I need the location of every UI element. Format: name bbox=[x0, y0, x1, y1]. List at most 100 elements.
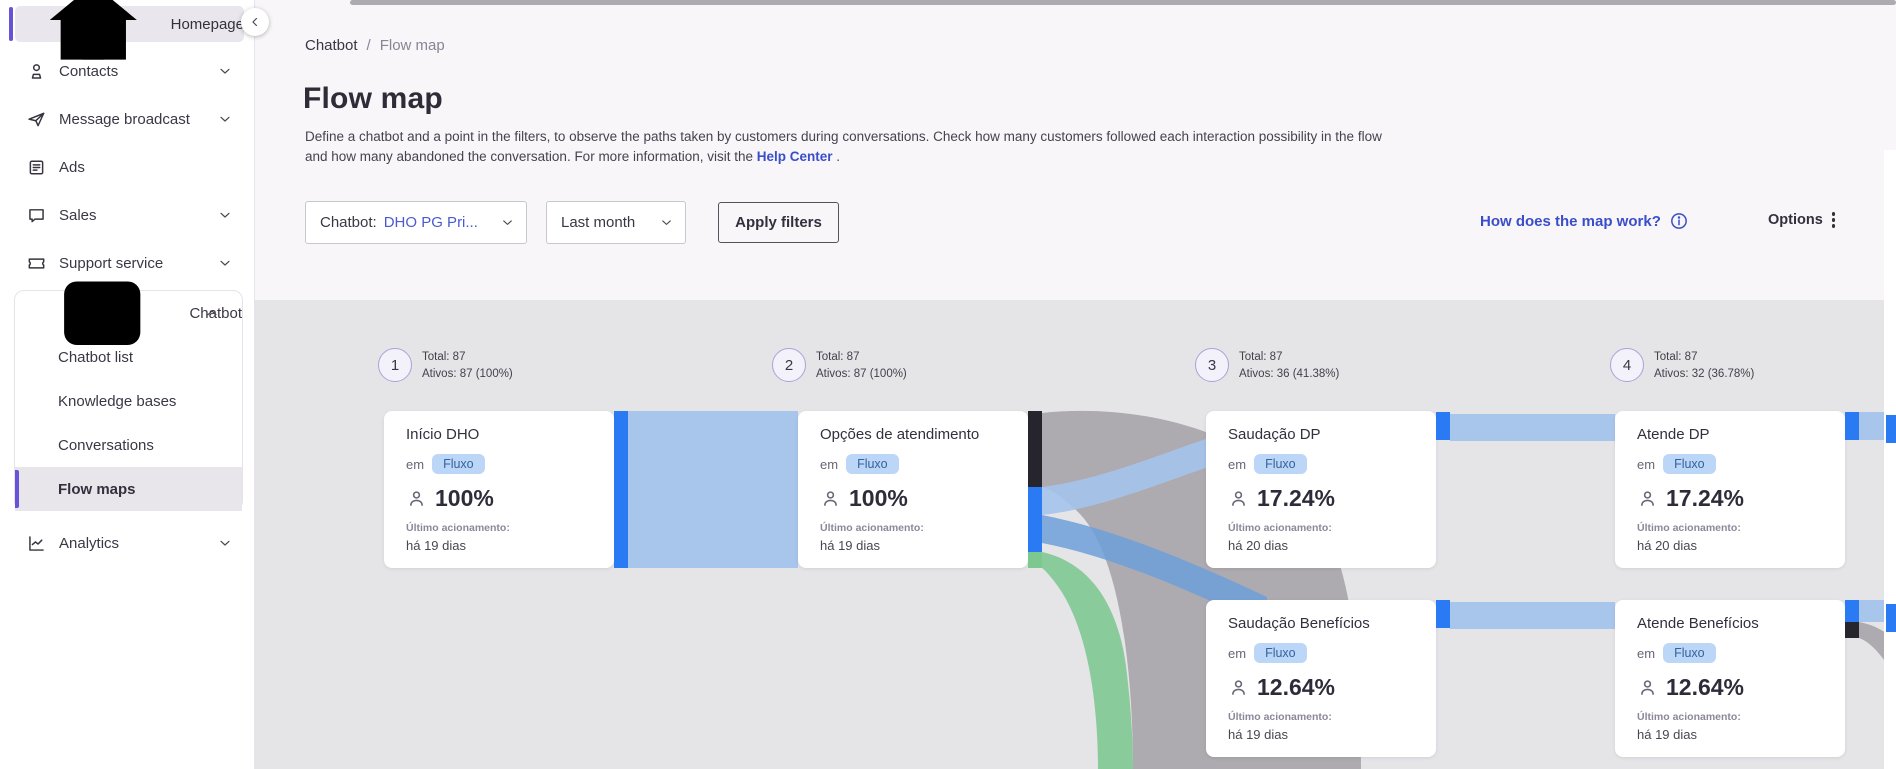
sidebar-item-sales[interactable]: Sales bbox=[0, 191, 255, 239]
node-percent: 17.24% bbox=[1666, 485, 1745, 511]
node-em-label: em bbox=[406, 456, 425, 472]
sidebar-item-label: Chatbot list bbox=[58, 348, 134, 366]
kebab-menu-icon bbox=[1831, 212, 1836, 228]
step-number: 4 bbox=[1610, 348, 1644, 382]
sidebar-item-message-broadcast[interactable]: Message broadcast bbox=[0, 95, 255, 143]
node-type-chip: Fluxo bbox=[1254, 643, 1307, 663]
step-stats: Total: 87 Ativos: 87 (100%) bbox=[422, 348, 513, 383]
step-total: Total: 87 bbox=[816, 351, 860, 363]
node-em-label: em bbox=[1637, 645, 1656, 661]
person-icon bbox=[31, 63, 42, 79]
flow-node-atende-beneficios[interactable]: Atende Benefícios em Fluxo 12.64% Último … bbox=[1615, 600, 1845, 757]
breadcrumb-parent[interactable]: Chatbot bbox=[305, 37, 358, 54]
chevron-up-icon bbox=[207, 310, 217, 316]
node-em-label: em bbox=[820, 456, 839, 472]
sidebar-item-knowledge-bases[interactable]: Knowledge bases bbox=[15, 379, 242, 423]
map-help-label: How does the map work? bbox=[1480, 212, 1661, 230]
options-menu[interactable]: Options bbox=[1768, 212, 1836, 228]
node-title: Atende Benefícios bbox=[1637, 615, 1759, 632]
ticket-icon bbox=[28, 257, 45, 269]
active-indicator bbox=[15, 470, 19, 508]
node-percent: 12.64% bbox=[1257, 674, 1336, 700]
sidebar-item-chatbot[interactable]: Chatbot bbox=[15, 281, 242, 345]
step-actives: Ativos: 36 (41.38%) bbox=[1239, 368, 1340, 380]
chatbot-select-value: DHO PG Pri... bbox=[383, 214, 478, 231]
person-icon bbox=[824, 491, 837, 506]
step-header-2: 2 Total: 87 Ativos: 87 (100%) bbox=[772, 348, 907, 383]
node-last-trigger-value: há 19 dias bbox=[406, 538, 466, 553]
step-stats: Total: 87 Ativos: 36 (41.38%) bbox=[1239, 348, 1339, 383]
sidebar-item-analytics[interactable]: Analytics bbox=[0, 519, 255, 567]
node-last-trigger-label: Último acionamento: bbox=[1228, 522, 1332, 534]
vertical-scrollbar[interactable] bbox=[1884, 150, 1896, 769]
flow-node-saudacao-dp[interactable]: Saudação DP em Fluxo 17.24% Último aciona… bbox=[1206, 411, 1436, 568]
chevron-down-icon bbox=[220, 540, 230, 546]
node-type-chip: Fluxo bbox=[1254, 454, 1307, 474]
node-output-bar-blue bbox=[1436, 600, 1450, 628]
node-output-bar-blue bbox=[1845, 412, 1859, 440]
help-center-link[interactable]: Help Center bbox=[756, 149, 833, 164]
node-output-bar-blue bbox=[1845, 600, 1859, 622]
step-number: 1 bbox=[378, 348, 412, 382]
map-help-link[interactable]: How does the map work? bbox=[1480, 211, 1689, 231]
step-actives: Ativos: 87 (100%) bbox=[422, 368, 513, 380]
next-node-bar-sliver bbox=[1886, 415, 1896, 443]
sidebar-item-label: Message broadcast bbox=[59, 110, 190, 128]
sidebar-item-homepage[interactable]: Homepage bbox=[15, 0, 244, 60]
node-type-chip: Fluxo bbox=[432, 454, 485, 474]
flow-ribbon-light-blue bbox=[628, 411, 798, 568]
node-em-label: em bbox=[1228, 456, 1247, 472]
step-number: 3 bbox=[1195, 348, 1229, 382]
sidebar-item-conversations[interactable]: Conversations bbox=[15, 423, 242, 467]
chevron-down-icon bbox=[220, 212, 230, 218]
period-select-value: Last month bbox=[561, 214, 636, 231]
node-percent: 100% bbox=[849, 485, 908, 511]
flow-ribbon-light-blue bbox=[1450, 414, 1615, 441]
node-last-trigger-label: Último acionamento: bbox=[820, 522, 924, 534]
sidebar-item-ads[interactable]: Ads bbox=[0, 143, 255, 191]
period-select[interactable]: Last month bbox=[546, 201, 686, 244]
sidebar-item-support-service[interactable]: Support service bbox=[0, 239, 255, 287]
person-icon bbox=[410, 491, 423, 506]
node-output-bar-green bbox=[1028, 552, 1042, 568]
node-last-trigger-value: há 20 dias bbox=[1228, 538, 1288, 553]
sidebar-item-label: Sales bbox=[59, 206, 97, 224]
ads-icon bbox=[29, 159, 44, 175]
sidebar-item-label: Flow maps bbox=[58, 480, 136, 498]
node-output-bar-dark bbox=[1845, 622, 1859, 638]
sidebar-item-label: Ads bbox=[59, 158, 85, 176]
flow-node-inicio-dho[interactable]: Início DHO em Fluxo 100% Último acionamen… bbox=[384, 411, 614, 568]
chatbot-select-label: Chatbot: bbox=[320, 214, 377, 231]
breadcrumb-separator: / bbox=[366, 37, 371, 54]
sidebar-item-label: Support service bbox=[59, 254, 164, 272]
node-em-label: em bbox=[1228, 645, 1247, 661]
chevron-down-icon bbox=[662, 220, 671, 225]
node-title: Início DHO bbox=[406, 426, 480, 443]
node-title: Opções de atendimento bbox=[820, 426, 980, 443]
flow-node-saudacao-beneficios[interactable]: Saudação Benefícios em Fluxo 12.64% Últim… bbox=[1206, 600, 1436, 757]
person-icon bbox=[1641, 491, 1654, 506]
flow-node-atende-dp[interactable]: Atende DP em Fluxo 17.24% Último acioname… bbox=[1615, 411, 1845, 568]
sidebar-chatbot-group: Chatbot Chatbot list Knowledge bases Con… bbox=[14, 281, 243, 511]
flow-node-opcoes-de-atendimento[interactable]: Opções de atendimento em Fluxo 100% Últim… bbox=[798, 411, 1028, 568]
analytics-icon bbox=[29, 535, 44, 551]
sidebar-item-label: Contacts bbox=[59, 62, 119, 80]
sidebar-item-contacts[interactable]: Contacts bbox=[0, 47, 255, 95]
node-last-trigger-value: há 20 dias bbox=[1637, 538, 1697, 553]
chevron-down-icon bbox=[220, 260, 230, 266]
sidebar-item-label: Analytics bbox=[59, 534, 120, 552]
node-last-trigger-value: há 19 dias bbox=[1228, 727, 1288, 742]
options-label: Options bbox=[1768, 212, 1823, 228]
sidebar-item-flow-maps[interactable]: Flow maps bbox=[15, 467, 242, 511]
chatbot-select[interactable]: Chatbot: DHO PG Pri... bbox=[305, 201, 527, 244]
step-stats: Total: 87 Ativos: 32 (36.78%) bbox=[1654, 348, 1754, 383]
node-percent: 17.24% bbox=[1257, 485, 1336, 511]
sidebar-item-chatbot-list[interactable]: Chatbot list bbox=[15, 335, 242, 379]
person-icon bbox=[1641, 680, 1654, 695]
sidebar-collapse-button[interactable] bbox=[241, 8, 269, 36]
apply-filters-button[interactable]: Apply filters bbox=[718, 202, 839, 243]
flow-map-canvas[interactable]: 1 Total: 87 Ativos: 87 (100%) 2 Total: 8… bbox=[255, 300, 1896, 769]
step-header-3: 3 Total: 87 Ativos: 36 (41.38%) bbox=[1195, 348, 1339, 383]
robot-icon bbox=[48, 281, 156, 345]
horizontal-scrollbar[interactable] bbox=[350, 0, 1896, 5]
